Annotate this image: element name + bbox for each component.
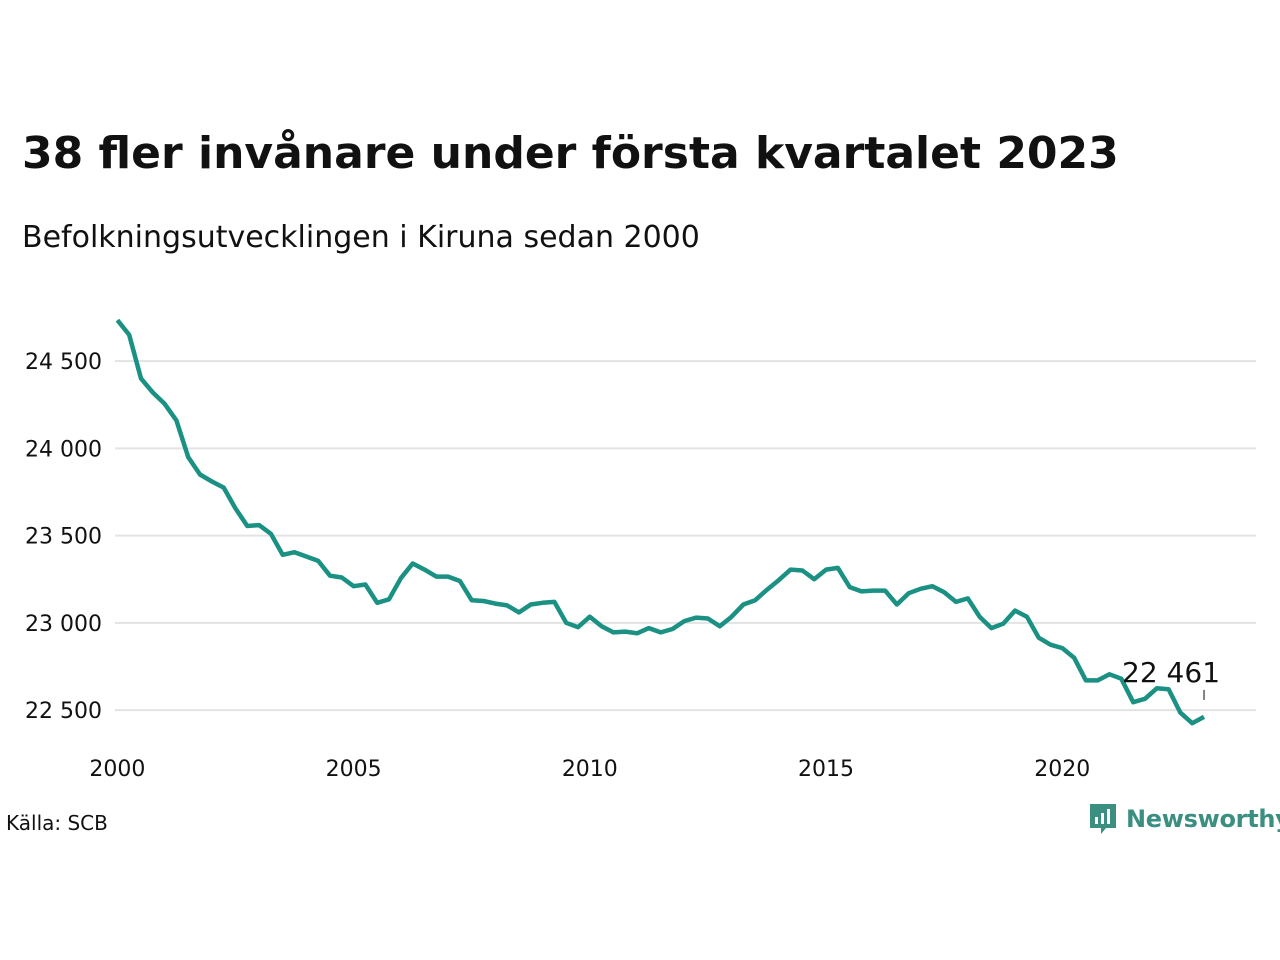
x-tick-label: 2015 <box>798 757 854 782</box>
newsworthy-logo-icon <box>1090 804 1116 834</box>
gridlines <box>115 360 1256 712</box>
last-value-label: 22 461 <box>1122 656 1220 689</box>
source-note: Källa: SCB <box>6 811 108 835</box>
x-axis-ticks: 2000 2005 2010 2015 2020 <box>89 757 1090 782</box>
y-tick-label: 23 500 <box>25 525 102 550</box>
y-tick-label: 24 500 <box>25 350 102 375</box>
x-tick-label: 2000 <box>89 757 145 782</box>
brand-logo[interactable]: Newsworthy <box>1088 802 1280 836</box>
brand-name: Newsworthy <box>1126 805 1280 833</box>
y-tick-label: 24 000 <box>25 437 102 462</box>
y-tick-label: 23 000 <box>25 612 102 637</box>
series-layer <box>115 318 1206 726</box>
y-tick-label: 22 500 <box>25 699 102 724</box>
series-line <box>115 318 1206 726</box>
annotation-layer: 22 461 <box>1122 656 1220 700</box>
x-tick-label: 2005 <box>326 757 382 782</box>
y-axis-ticks: 22 500 23 000 23 500 24 000 24 500 <box>25 350 102 724</box>
x-tick-label: 2010 <box>562 757 618 782</box>
chart-subtitle: Befolkningsutvecklingen i Kiruna sedan 2… <box>22 220 700 255</box>
chart-title: 38 fler invånare under första kvartalet … <box>22 128 1119 179</box>
x-tick-label: 2020 <box>1034 757 1090 782</box>
